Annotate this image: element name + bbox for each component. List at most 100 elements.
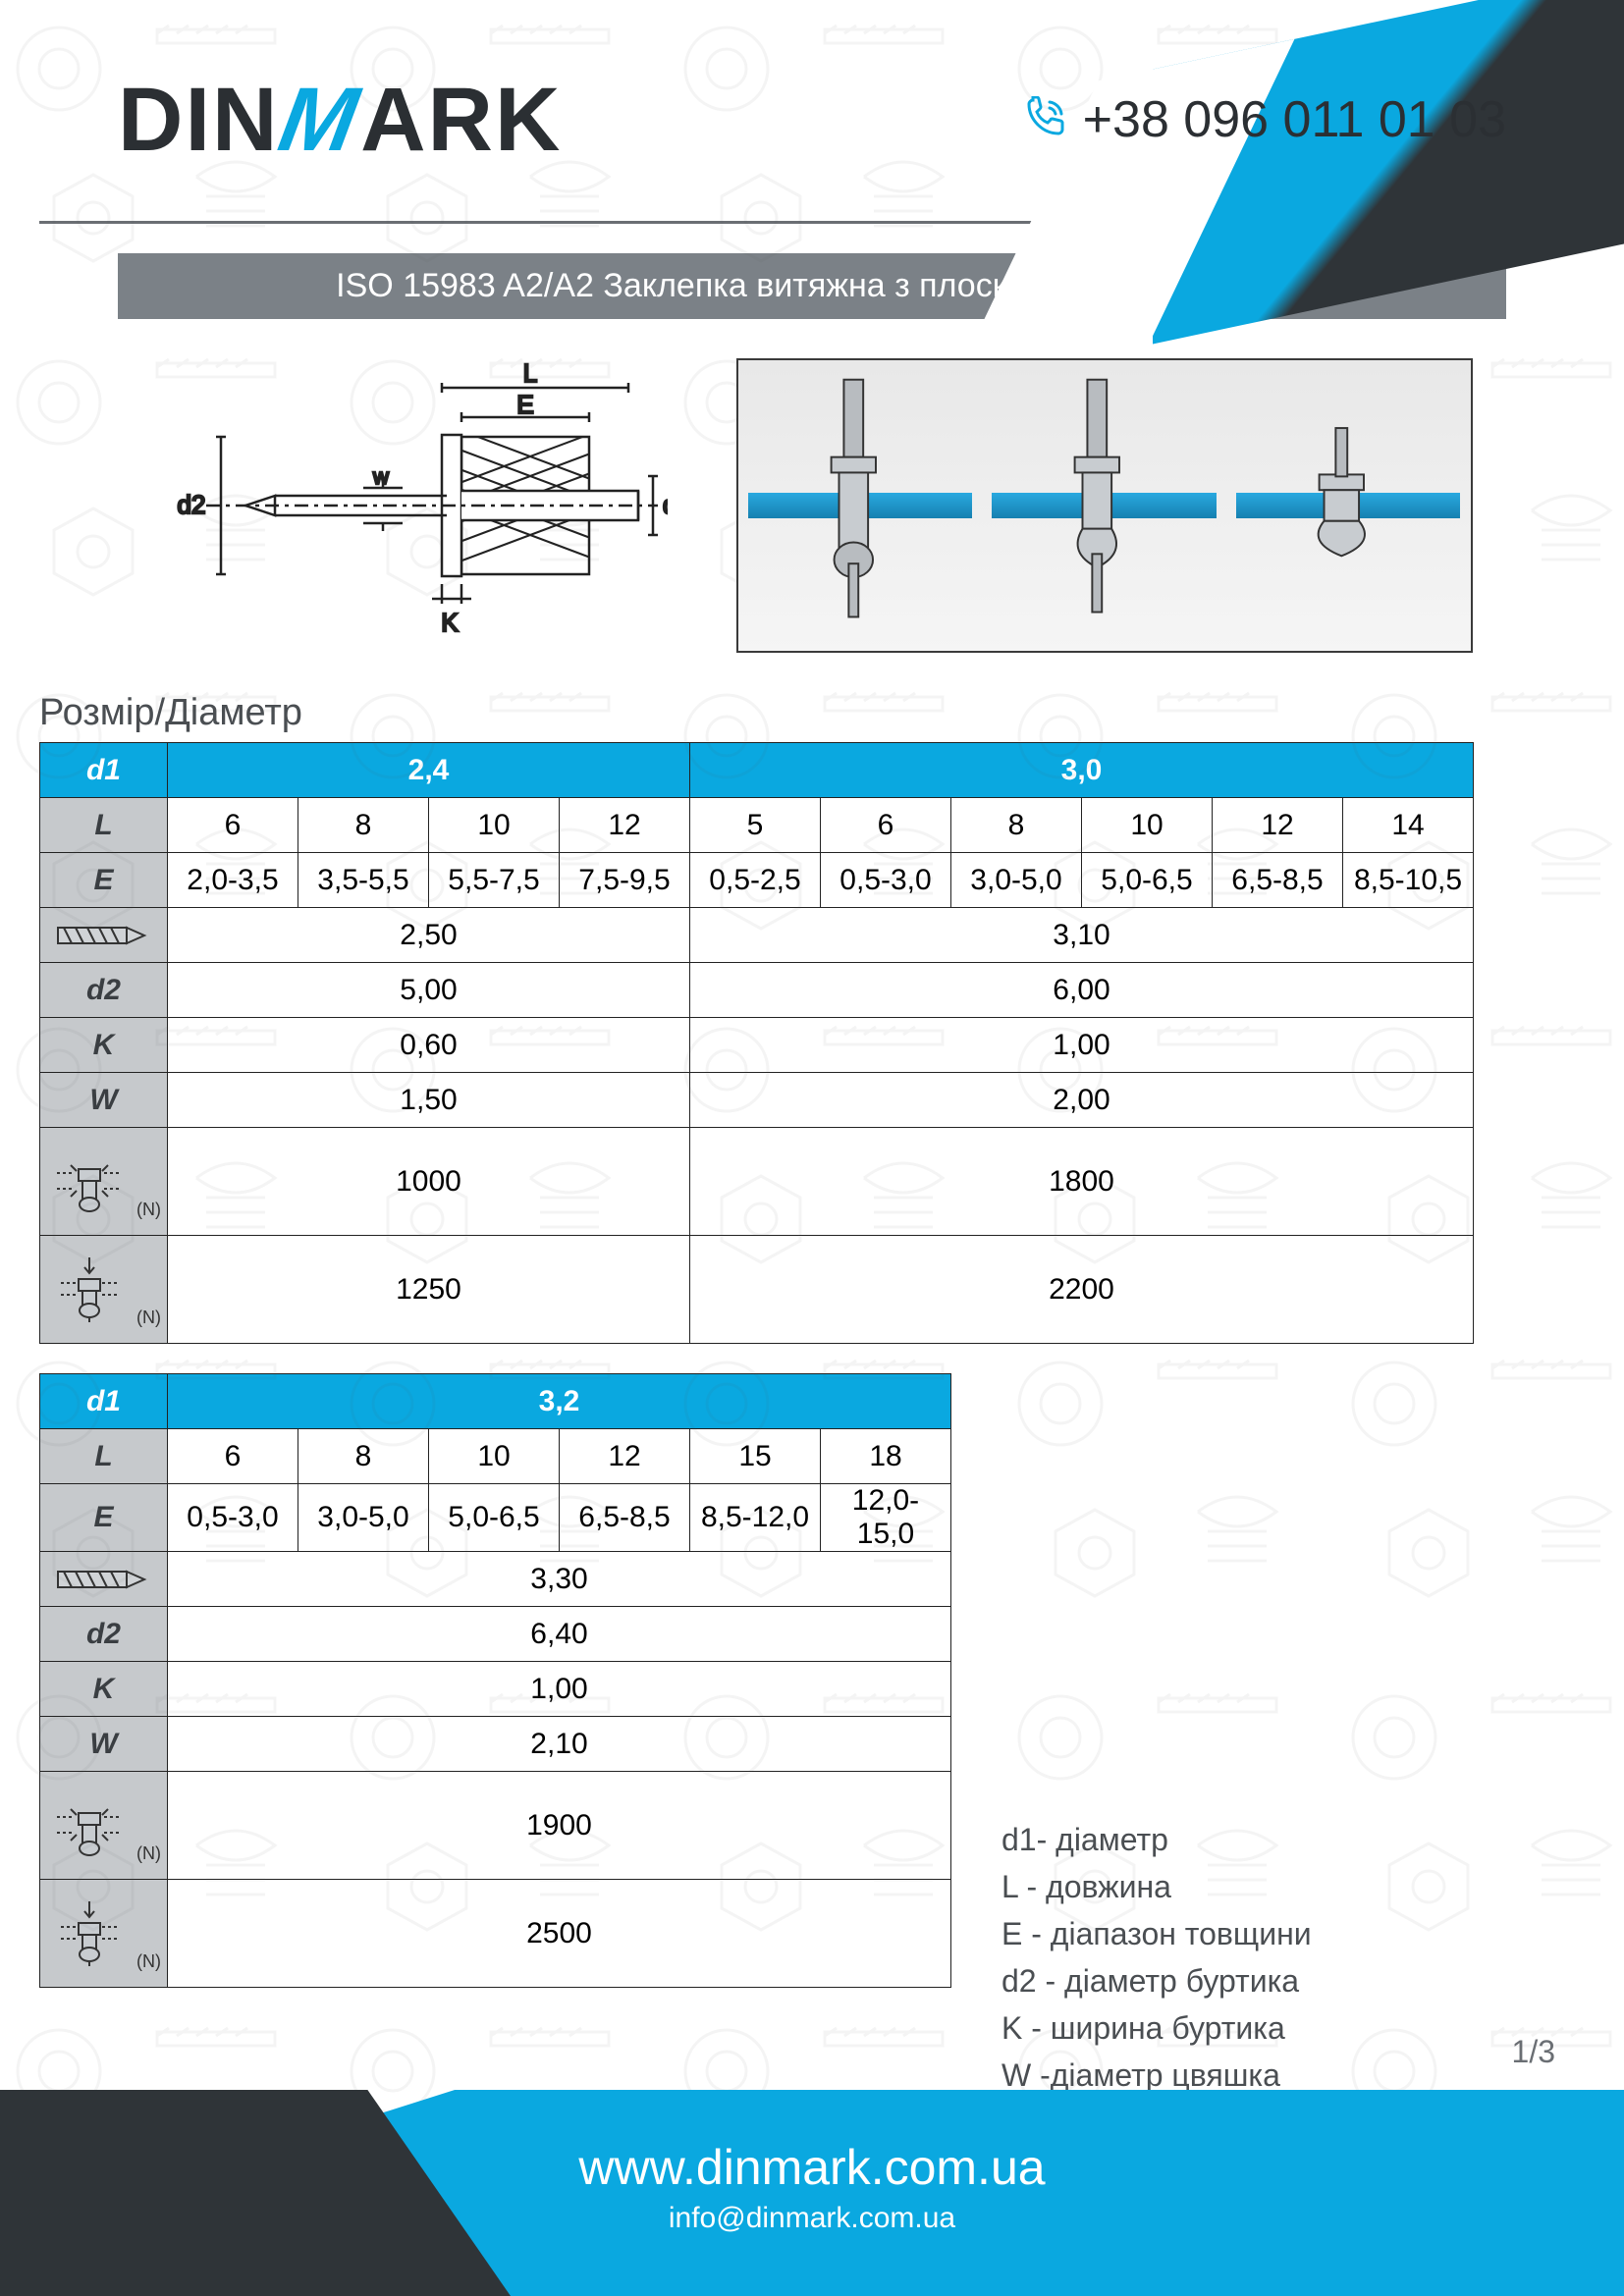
- svg-text:E: E: [516, 390, 533, 419]
- cell: 3,5-5,5: [298, 853, 429, 908]
- cell: 12: [1213, 798, 1343, 853]
- header: DINMARK +38 096 011 01 03: [0, 0, 1624, 172]
- phone-number: +38 096 011 01 03: [1083, 90, 1506, 149]
- cell: 5,00: [168, 963, 690, 1018]
- cell: 1,00: [168, 1662, 951, 1717]
- svg-text:d2: d2: [178, 490, 206, 519]
- row-label: d2: [40, 1607, 168, 1662]
- cell: 5,0-6,5: [429, 1484, 560, 1552]
- logo-post: ARK: [360, 69, 562, 172]
- cell: 1,50: [168, 1073, 690, 1128]
- cell: 2,00: [690, 1073, 1474, 1128]
- installation-stages: [736, 358, 1473, 653]
- cell: 6: [168, 798, 298, 853]
- phone-icon: [1020, 96, 1067, 143]
- footer-email: info@dinmark.com.ua: [0, 2202, 1624, 2235]
- cell: 10: [1082, 798, 1213, 853]
- cell: 3,30: [168, 1552, 951, 1607]
- cell: 18: [821, 1429, 951, 1484]
- spec-table-1: d12,43,0L681012568101214E2,0-3,53,5-5,55…: [39, 742, 1474, 1344]
- row-icon-tension: (N): [40, 1880, 168, 1988]
- cell: 8,5-12,0: [690, 1484, 821, 1552]
- cell: 5,5-7,5: [429, 853, 560, 908]
- row-label-L: L: [40, 1429, 168, 1484]
- cell: 12: [560, 798, 690, 853]
- logo: DINMARK: [118, 69, 562, 172]
- svg-text:K: K: [441, 608, 459, 637]
- cell: 8,5-10,5: [1343, 853, 1474, 908]
- cell: 0,5-3,0: [168, 1484, 298, 1552]
- page-number: 1/3: [1512, 2034, 1555, 2070]
- cell: 8: [298, 798, 429, 853]
- cell: 6,00: [690, 963, 1474, 1018]
- svg-text:L: L: [523, 358, 537, 388]
- cell: 6,5-8,5: [1213, 853, 1343, 908]
- cell: 2500: [168, 1880, 951, 1988]
- row-icon-tension: (N): [40, 1236, 168, 1344]
- cell: 1250: [168, 1236, 690, 1344]
- row-label: K: [40, 1662, 168, 1717]
- d1-group: 3,2: [168, 1374, 951, 1429]
- legend-line: d1- діаметр: [1001, 1816, 1312, 1863]
- cell: 5: [690, 798, 821, 853]
- row-label-L: L: [40, 798, 168, 853]
- cell: 3,10: [690, 908, 1474, 963]
- row-label: K: [40, 1018, 168, 1073]
- cell: 10: [429, 1429, 560, 1484]
- legend-line: L - довжина: [1001, 1863, 1312, 1910]
- legend-line: K - ширина буртика: [1001, 2004, 1312, 2052]
- footer-url: www.dinmark.com.ua: [0, 2139, 1624, 2196]
- cell: 5,0-6,5: [1082, 853, 1213, 908]
- cell: 2,50: [168, 908, 690, 963]
- cell: 15: [690, 1429, 821, 1484]
- cell: 10: [429, 798, 560, 853]
- cell: 2200: [690, 1236, 1474, 1344]
- legend-line: E - діапазон товщини: [1001, 1910, 1312, 1957]
- row-icon-shear: (N): [40, 1772, 168, 1880]
- spec-table-2: d13,2L6810121518 E0,5-3,03,0-5,05,0-6,56,…: [39, 1373, 951, 1988]
- cell: 8: [951, 798, 1082, 853]
- footer: www.dinmark.com.ua info@dinmark.com.ua: [0, 2090, 1624, 2296]
- d1-group: 3,0: [690, 743, 1474, 798]
- cell: 1000: [168, 1128, 690, 1236]
- cell: 3,0-5,0: [298, 1484, 429, 1552]
- diagram-row: L E w: [118, 358, 1506, 653]
- phone: +38 096 011 01 03: [1020, 90, 1506, 149]
- legend-line: d2 - діаметр буртика: [1001, 1957, 1312, 2004]
- cell: 6: [168, 1429, 298, 1484]
- row-label: d2: [40, 963, 168, 1018]
- section-label: Розмір/Діаметр: [39, 692, 1585, 734]
- cell: 12: [560, 1429, 690, 1484]
- cell: 3,0-5,0: [951, 853, 1082, 908]
- cell: 14: [1343, 798, 1474, 853]
- svg-text:w: w: [372, 464, 389, 489]
- row-label-E: E: [40, 853, 168, 908]
- logo-m: M: [272, 69, 367, 172]
- cell: 12,0-15,0: [821, 1484, 951, 1552]
- legend: d1- діаметр L - довжина E - діапазон тов…: [1001, 1816, 1312, 2099]
- cell: 1800: [690, 1128, 1474, 1236]
- row-icon-drill: [40, 908, 168, 963]
- row-label: W: [40, 1717, 168, 1772]
- row-label-d1: d1: [40, 1374, 168, 1429]
- svg-text:d1: d1: [663, 490, 668, 519]
- row-icon-shear: (N): [40, 1128, 168, 1236]
- d1-group: 2,4: [168, 743, 690, 798]
- cell: 8: [298, 1429, 429, 1484]
- technical-drawing: L E w: [118, 358, 668, 653]
- cell: 6: [821, 798, 951, 853]
- cell: 6,5-8,5: [560, 1484, 690, 1552]
- cell: 2,10: [168, 1717, 951, 1772]
- cell: 0,5-2,5: [690, 853, 821, 908]
- row-icon-drill: [40, 1552, 168, 1607]
- cell: 0,60: [168, 1018, 690, 1073]
- logo-text: DINMARK: [118, 69, 562, 172]
- row-label-d1: d1: [40, 743, 168, 798]
- logo-pre: DIN: [118, 69, 279, 172]
- cell: 1,00: [690, 1018, 1474, 1073]
- row-label: W: [40, 1073, 168, 1128]
- row-label-E: E: [40, 1484, 168, 1552]
- cell: 1900: [168, 1772, 951, 1880]
- cell: 7,5-9,5: [560, 853, 690, 908]
- cell: 0,5-3,0: [821, 853, 951, 908]
